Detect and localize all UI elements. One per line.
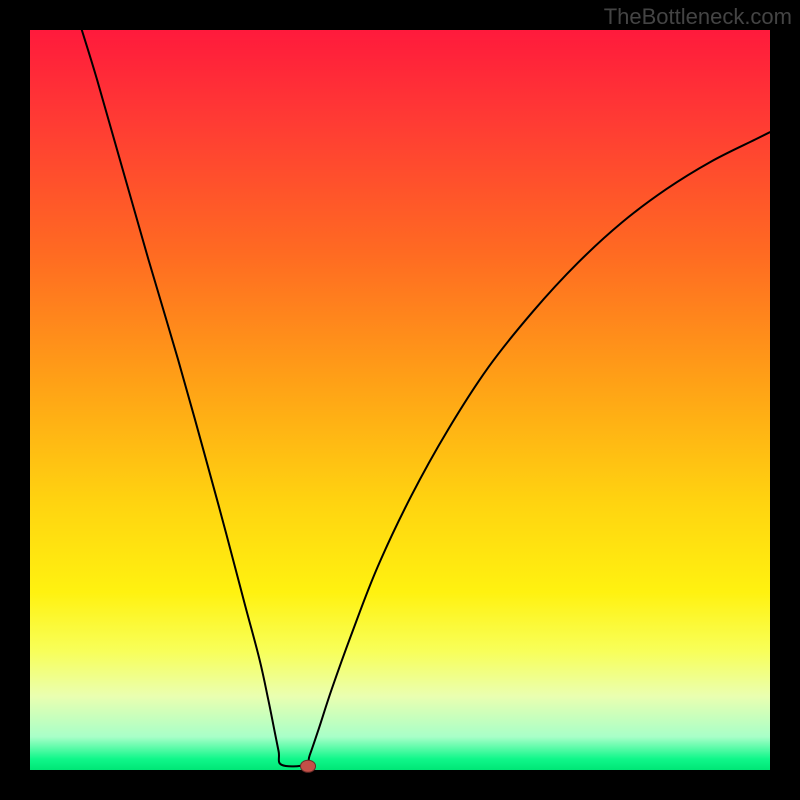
chart-container: TheBottleneck.com bbox=[0, 0, 800, 800]
curve-path bbox=[82, 30, 770, 766]
optimum-marker bbox=[300, 760, 316, 772]
watermark-text: TheBottleneck.com bbox=[604, 4, 792, 30]
plot-area bbox=[30, 30, 770, 770]
bottleneck-curve bbox=[30, 30, 770, 770]
